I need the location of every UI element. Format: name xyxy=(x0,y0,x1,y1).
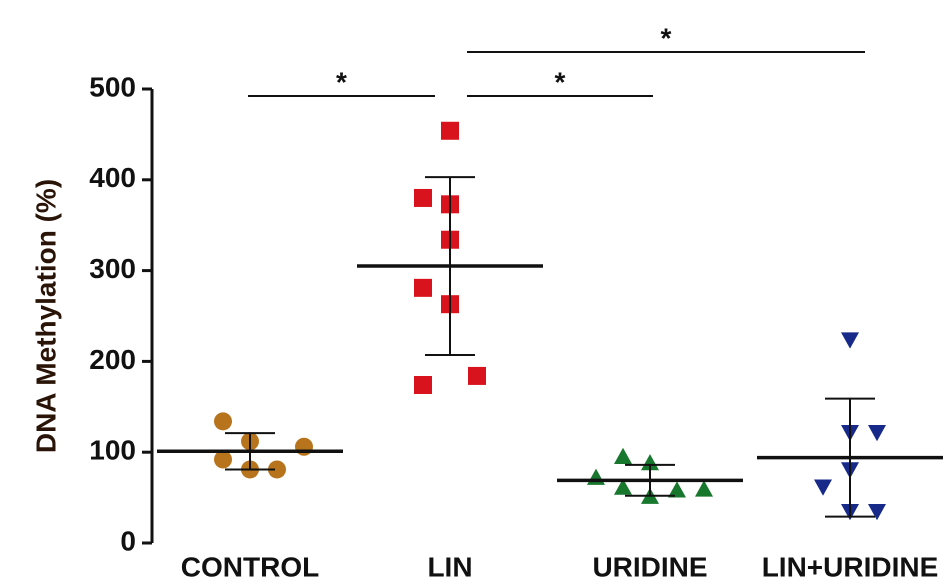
data-point xyxy=(868,504,886,521)
data-point xyxy=(441,121,459,140)
y-axis-label: DNA Methylation (%) xyxy=(30,179,61,453)
data-point xyxy=(414,278,432,297)
data-point xyxy=(587,468,605,485)
data-point xyxy=(868,425,886,442)
y-tick-label: 200 xyxy=(89,344,136,375)
data-point xyxy=(414,376,432,395)
significance-label: * xyxy=(661,22,672,53)
data-point xyxy=(214,450,232,469)
data-point xyxy=(814,479,832,496)
y-tick-label: 500 xyxy=(89,71,136,102)
data-point xyxy=(414,188,432,207)
y-tick-label: 0 xyxy=(120,525,136,556)
x-tick-label: LIN+URIDINE xyxy=(762,551,939,582)
data-point xyxy=(295,437,313,456)
x-tick-label: URIDINE xyxy=(592,551,707,582)
data-point xyxy=(668,481,686,498)
data-point xyxy=(641,454,659,471)
y-tick-label: 400 xyxy=(89,162,136,193)
data-point xyxy=(468,366,486,385)
x-tick-label: CONTROL xyxy=(181,551,319,582)
x-tick-label: LIN xyxy=(427,551,472,582)
data-point xyxy=(614,478,632,495)
data-point xyxy=(841,332,859,349)
data-point xyxy=(214,412,232,431)
significance-label: * xyxy=(555,66,566,97)
y-tick-label: 100 xyxy=(89,435,136,466)
significance-label: * xyxy=(336,66,347,97)
data-point xyxy=(614,447,632,464)
y-tick-label: 300 xyxy=(89,253,136,284)
data-point xyxy=(268,460,286,479)
data-point xyxy=(695,480,713,497)
